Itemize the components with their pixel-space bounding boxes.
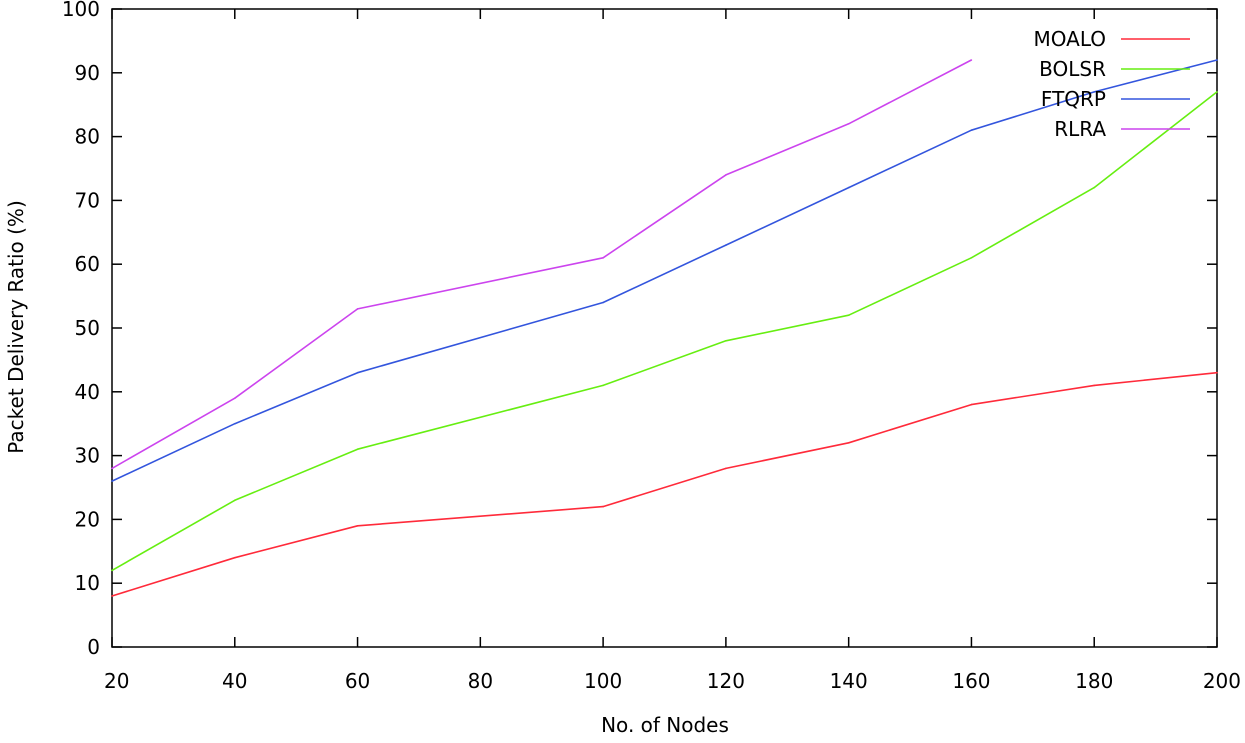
data-point-ftqrp bbox=[356, 371, 359, 374]
x-tick-label: 100 bbox=[584, 669, 622, 693]
x-tick-label: 180 bbox=[1075, 669, 1113, 693]
data-point-moalo bbox=[1216, 371, 1218, 374]
data-point-moalo bbox=[234, 556, 236, 559]
data-point-rlra bbox=[725, 174, 727, 176]
data-point-rlra bbox=[970, 59, 973, 61]
y-tick-label: 70 bbox=[75, 188, 100, 212]
data-point-moalo bbox=[847, 442, 850, 444]
data-point-bolsr bbox=[1093, 186, 1095, 189]
data-point-rlra bbox=[234, 397, 236, 400]
series-line-ftqrp bbox=[111, 59, 1218, 482]
data-point-ftqrp bbox=[1216, 59, 1218, 61]
x-tick-label: 60 bbox=[345, 669, 370, 693]
data-point-rlra bbox=[356, 308, 359, 310]
y-tick-label: 40 bbox=[75, 380, 100, 404]
series-line-rlra bbox=[111, 59, 972, 470]
data-point-rlra bbox=[847, 123, 850, 125]
data-point-bolsr bbox=[725, 340, 727, 342]
y-tick-label: 50 bbox=[75, 316, 100, 340]
data-point-moalo bbox=[1093, 384, 1095, 387]
data-point-bolsr bbox=[234, 499, 236, 502]
data-point-moalo bbox=[111, 595, 113, 597]
legend-label-ftqrp: FTQRP bbox=[1041, 87, 1106, 111]
y-tick-label: 80 bbox=[75, 125, 100, 149]
data-point-moalo bbox=[602, 505, 604, 508]
x-tick-label: 20 bbox=[104, 669, 129, 693]
data-point-moalo bbox=[356, 525, 359, 527]
data-point-ftqrp bbox=[111, 480, 113, 482]
x-tick-label: 200 bbox=[1203, 669, 1241, 693]
y-tick-label: 30 bbox=[75, 444, 100, 468]
y-tick-label: 100 bbox=[62, 0, 100, 21]
y-tick-label: 0 bbox=[87, 635, 100, 659]
x-tick-label: 80 bbox=[468, 669, 493, 693]
x-tick-label: 40 bbox=[222, 669, 247, 693]
series-line-bolsr bbox=[111, 91, 1218, 572]
data-point-ftqrp bbox=[725, 244, 727, 246]
legend-label-bolsr: BOLSR bbox=[1039, 57, 1106, 81]
axes-layer: 0 10 20 30 40 50 60 70 80 90 100 20 40 60 80 100 120 140 1… bbox=[62, 0, 1241, 693]
legend-label-moalo: MOALO bbox=[1034, 27, 1107, 51]
data-point-bolsr bbox=[970, 257, 973, 259]
x-axis-label: No. of Nodes bbox=[601, 713, 729, 737]
data-point-rlra bbox=[111, 467, 113, 470]
data-point-ftqrp bbox=[602, 301, 604, 304]
data-point-bolsr bbox=[1216, 91, 1218, 93]
series-layer bbox=[111, 59, 1218, 597]
data-point-bolsr bbox=[356, 448, 359, 451]
data-point-ftqrp bbox=[970, 129, 973, 131]
data-point-ftqrp bbox=[234, 422, 236, 425]
legend-label-rlra: RLRA bbox=[1054, 117, 1106, 141]
x-tick-label: 140 bbox=[830, 669, 868, 693]
legend: MOALO BOLSR FTQRP RLRA bbox=[1034, 27, 1190, 141]
x-tick-label: 120 bbox=[707, 669, 745, 693]
y-tick-label: 20 bbox=[75, 507, 100, 531]
x-tick-label: 160 bbox=[952, 669, 990, 693]
data-point-rlra bbox=[602, 257, 604, 259]
data-point-bolsr bbox=[847, 314, 850, 317]
data-point-bolsr bbox=[602, 384, 604, 387]
data-point-bolsr bbox=[111, 569, 113, 572]
data-point-ftqrp bbox=[1093, 91, 1095, 93]
y-tick-label: 60 bbox=[75, 252, 100, 276]
y-axis-label: Packet Delivery Ratio (%) bbox=[4, 200, 28, 453]
data-point-moalo bbox=[725, 467, 727, 470]
data-point-ftqrp bbox=[847, 186, 850, 189]
y-tick-label: 10 bbox=[75, 571, 100, 595]
data-point-moalo bbox=[970, 403, 973, 406]
y-tick-label: 90 bbox=[75, 61, 100, 85]
